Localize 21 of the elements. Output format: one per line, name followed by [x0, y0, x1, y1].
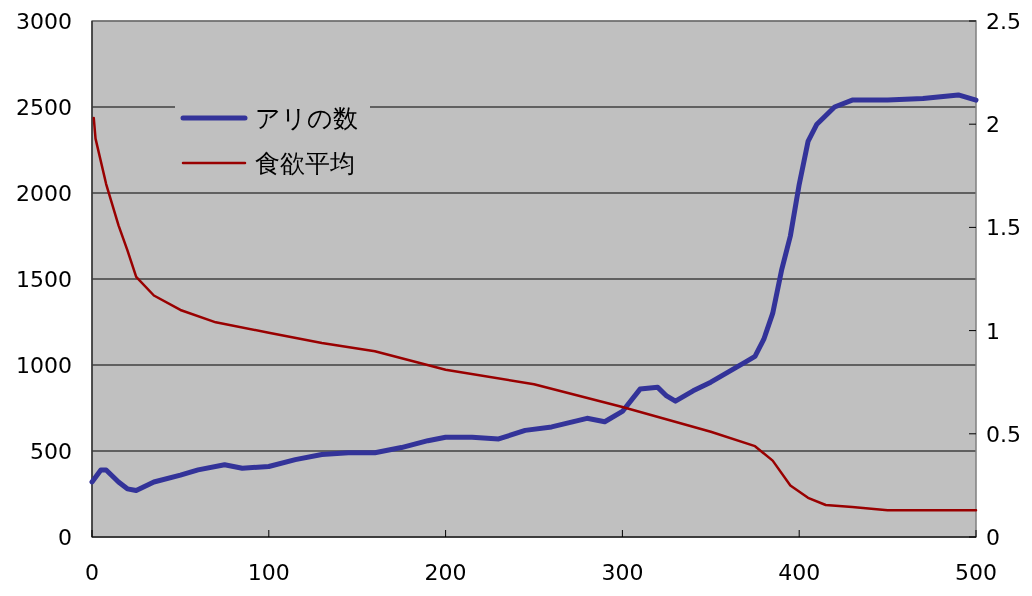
y2-tick-label: 0: [986, 525, 1000, 550]
x-tick-label: 500: [955, 560, 997, 585]
legend-label: アリの数: [255, 104, 358, 133]
y-tick-label: 1000: [16, 353, 72, 378]
y-tick-label: 3000: [16, 9, 72, 34]
x-tick-label: 400: [778, 560, 821, 585]
y-tick-label: 500: [30, 439, 72, 464]
x-tick-label: 0: [85, 560, 99, 585]
y-tick-label: 0: [58, 525, 72, 550]
y2-tick-label: 2: [986, 112, 1000, 138]
y-tick-label: 1500: [16, 267, 72, 292]
y2-tick-label: 2.5: [986, 9, 1021, 34]
y2-tick-label: 0.5: [986, 421, 1021, 447]
y-tick-label: 2000: [16, 181, 72, 206]
legend-label: 食欲平均: [255, 149, 355, 178]
x-tick-label: 200: [424, 560, 467, 585]
y-tick-label: 2500: [16, 95, 72, 120]
x-tick-label: 100: [247, 560, 290, 585]
y2-tick-label: 1.5: [986, 215, 1021, 241]
y2-tick-label: 1: [986, 318, 1000, 344]
x-tick-label: 300: [601, 560, 644, 585]
